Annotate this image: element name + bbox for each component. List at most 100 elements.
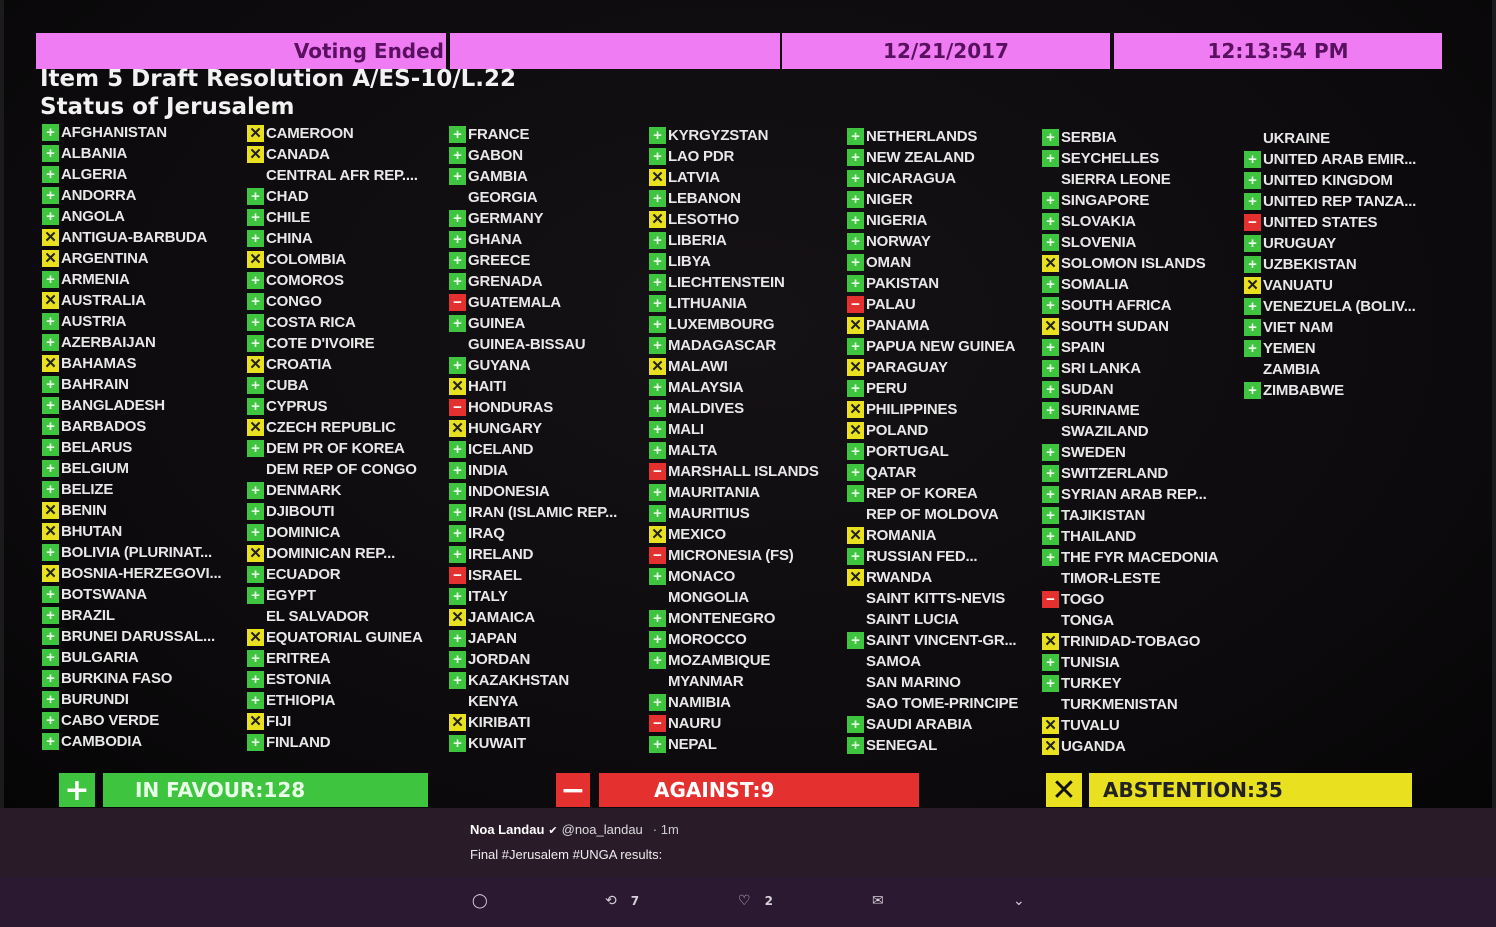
country-row: + SLOVENIA: [1042, 232, 1218, 253]
yes-vote-icon: +: [42, 712, 59, 729]
country-name: MAURITIUS: [668, 505, 750, 522]
country-name: ARGENTINA: [61, 250, 149, 267]
country-row: SIERRA LEONE: [1042, 169, 1218, 190]
more-button[interactable]: ⌄: [1013, 893, 1025, 909]
country-row: + ZIMBABWE: [1244, 380, 1416, 401]
country-row: − PALAU: [847, 294, 1018, 315]
like-button[interactable]: ♡ 2: [738, 893, 773, 909]
country-name: CAMEROON: [266, 125, 354, 142]
tweet-author[interactable]: Noa Landau: [470, 822, 545, 837]
yes-vote-icon: +: [649, 568, 666, 585]
country-name: REP OF MOLDOVA: [866, 506, 999, 523]
country-row: ✕ VANUATU: [1244, 275, 1416, 296]
yes-vote-icon: +: [449, 546, 466, 563]
country-row: GUINEA-BISSAU: [449, 334, 617, 355]
yes-vote-icon: +: [449, 210, 466, 227]
country-row: + SOMALIA: [1042, 274, 1218, 295]
country-row: + MALDIVES: [649, 398, 819, 419]
country-name: VANUATU: [1263, 277, 1333, 294]
yes-vote-icon: +: [649, 295, 666, 312]
country-row: − MICRONESIA (FS): [649, 545, 819, 566]
country-name: VENEZUELA (BOLIV...: [1263, 298, 1416, 315]
country-name: INDIA: [468, 462, 508, 479]
country-row: + BANGLADESH: [42, 395, 221, 416]
country-name: BRAZIL: [61, 607, 115, 624]
country-name: MOROCCO: [668, 631, 747, 648]
country-row: SAINT LUCIA: [847, 609, 1018, 630]
country-row: + IRELAND: [449, 544, 617, 565]
yes-vote-icon: +: [247, 482, 264, 499]
country-row: SAN MARINO: [847, 672, 1018, 693]
country-name: TRINIDAD-TOBAGO: [1061, 633, 1201, 650]
yes-vote-icon: +: [1244, 172, 1261, 189]
country-row: ✕ LESOTHO: [649, 209, 819, 230]
country-name: MAURITANIA: [668, 484, 760, 501]
yes-vote-icon: +: [449, 147, 466, 164]
country-name: CHINA: [266, 230, 313, 247]
yes-vote-icon: +: [247, 734, 264, 751]
country-row: ✕ SOUTH SUDAN: [1042, 316, 1218, 337]
yes-vote-icon: +: [449, 126, 466, 143]
abstain-vote-icon: ✕: [449, 378, 466, 395]
country-row: TONGA: [1042, 610, 1218, 631]
tweet-handle[interactable]: @noa_landau: [561, 822, 643, 837]
country-row: + ERITREA: [247, 648, 423, 669]
country-name: UGANDA: [1061, 738, 1126, 755]
country-row: + COMOROS: [247, 270, 423, 291]
country-row: + BOTSWANA: [42, 584, 221, 605]
country-row: + ITALY: [449, 586, 617, 607]
no-vote-recorded-icon: [247, 461, 264, 478]
country-row: + EGYPT: [247, 585, 423, 606]
country-name: THE FYR MACEDONIA: [1061, 549, 1219, 566]
abstain-vote-icon: ✕: [649, 526, 666, 543]
country-name: PORTUGAL: [866, 443, 949, 460]
abstain-vote-icon: ✕: [247, 356, 264, 373]
country-name: SOUTH SUDAN: [1061, 318, 1169, 335]
yes-vote-icon: +: [1042, 654, 1059, 671]
country-row: + LIBYA: [649, 251, 819, 272]
country-name: SERBIA: [1061, 129, 1117, 146]
retweet-button[interactable]: ⟲ 7: [605, 893, 639, 909]
country-row: ✕ ROMANIA: [847, 525, 1018, 546]
country-row: EL SALVADOR: [247, 606, 423, 627]
country-row: + BRUNEI DARUSSAL...: [42, 626, 221, 647]
country-name: BHUTAN: [61, 523, 123, 540]
country-name: LEBANON: [668, 190, 741, 207]
country-row: + LITHUANIA: [649, 293, 819, 314]
yes-vote-icon: +: [247, 587, 264, 604]
country-row: + ICELAND: [449, 439, 617, 460]
no-vote-icon: −: [449, 567, 466, 584]
country-row: + TURKEY: [1042, 673, 1218, 694]
message-button[interactable]: ✉: [872, 893, 884, 909]
yes-vote-icon: +: [1244, 235, 1261, 252]
country-name: NIGER: [866, 191, 913, 208]
country-row: + MALTA: [649, 440, 819, 461]
abstain-vote-icon: ✕: [42, 502, 59, 519]
country-row: + CUBA: [247, 375, 423, 396]
yes-vote-icon: +: [42, 124, 59, 141]
country-row: + CYPRUS: [247, 396, 423, 417]
voting-status: Voting Ended: [36, 33, 446, 69]
country-row: + LIECHTENSTEIN: [649, 272, 819, 293]
reply-button[interactable]: ◯: [472, 893, 488, 909]
country-row: SAMOA: [847, 651, 1018, 672]
yes-vote-icon: +: [649, 274, 666, 291]
country-row: + VIET NAM: [1244, 317, 1416, 338]
yes-vote-icon: +: [649, 253, 666, 270]
country-row: ✕ LATVIA: [649, 167, 819, 188]
country-name: FRANCE: [468, 126, 530, 143]
country-row: + LAO PDR: [649, 146, 819, 167]
country-row: − TOGO: [1042, 589, 1218, 610]
country-row: − ISRAEL: [449, 565, 617, 586]
yes-vote-icon: +: [42, 586, 59, 603]
abstain-vote-icon: ✕: [42, 250, 59, 267]
country-row: + BURKINA FASO: [42, 668, 221, 689]
yes-vote-icon: +: [649, 337, 666, 354]
yes-vote-icon: +: [1244, 340, 1261, 357]
tweet-time[interactable]: · 1m: [652, 822, 679, 837]
no-vote-recorded-icon: [649, 589, 666, 606]
country-name: ZIMBABWE: [1263, 382, 1344, 399]
country-row: + CABO VERDE: [42, 710, 221, 731]
country-name: YEMEN: [1263, 340, 1316, 357]
yes-vote-icon: +: [847, 443, 864, 460]
